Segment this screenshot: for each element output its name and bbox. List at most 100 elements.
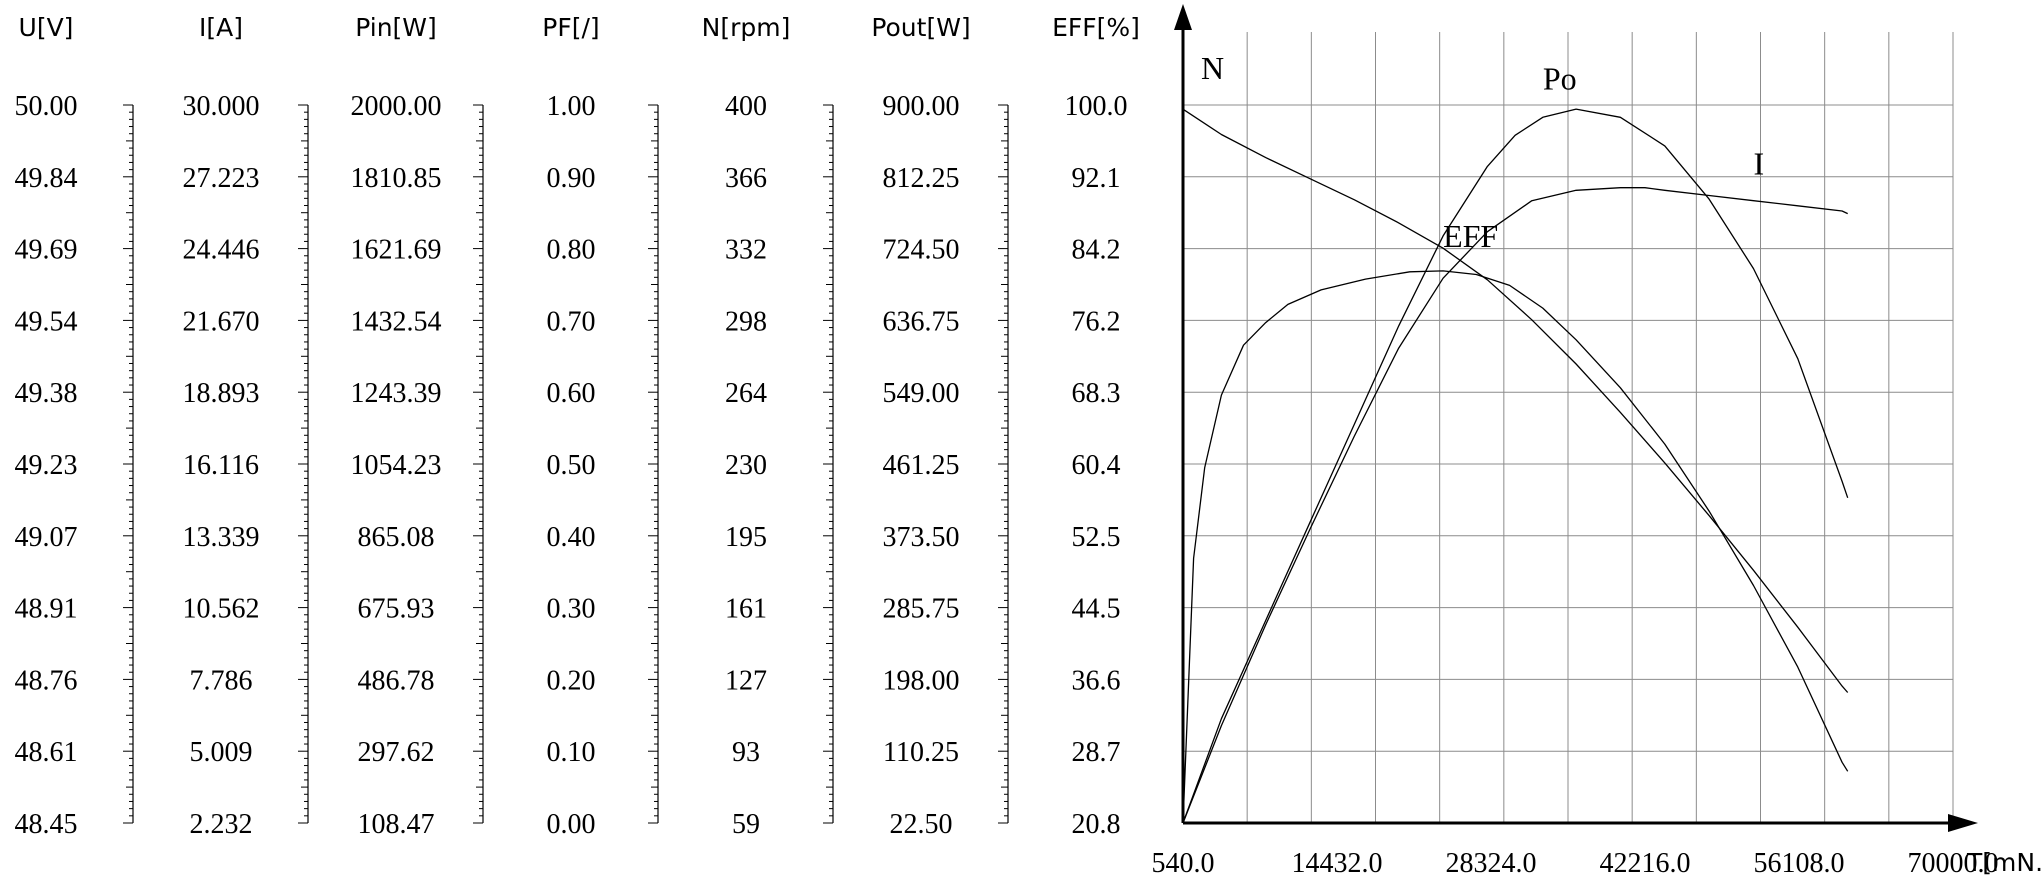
scale-header-u-v: U[V] — [19, 13, 74, 42]
scale-tick-label-u-v: 49.69 — [15, 235, 78, 266]
scale-tick-label-i-a: 13.339 — [183, 522, 260, 553]
scale-tick-label-i-a: 16.116 — [183, 450, 259, 481]
scale-tick-label-n-rpm: 59 — [732, 809, 760, 840]
x-axis-label: T[mN.m] — [1966, 848, 2044, 877]
scale-header-i-a: I[A] — [199, 13, 243, 42]
scale-tick-label-pin-w: 1054.23 — [351, 450, 442, 481]
y-axis-arrow — [1174, 4, 1192, 30]
scale-tick-label-i-a: 30.000 — [183, 91, 260, 122]
series-label-i: I — [1753, 146, 1764, 182]
scale-tick-label-pf: 0.70 — [547, 306, 596, 337]
scale-tick-label-pout-w: 812.25 — [883, 163, 960, 194]
x-tick-label: 28324.0 — [1446, 848, 1537, 877]
scale-tick-label-n-rpm: 195 — [725, 522, 767, 553]
scale-tick-label-eff: 36.6 — [1072, 665, 1121, 696]
scale-tick-label-i-a: 2.232 — [190, 809, 253, 840]
series-label-eff: EFF — [1443, 218, 1498, 254]
scale-tick-label-pf: 0.10 — [547, 737, 596, 768]
series-line-eff — [1182, 270, 1849, 824]
scale-header-eff: EFF[%] — [1052, 13, 1140, 42]
scale-tick-label-n-rpm: 264 — [725, 378, 767, 409]
scale-tick-label-u-v: 48.45 — [15, 809, 78, 840]
scale-tick-label-pf: 0.20 — [547, 665, 596, 696]
series-label-po: Po — [1543, 60, 1577, 96]
scale-tick-label-eff: 84.2 — [1072, 235, 1121, 266]
scale-tick-label-i-a: 18.893 — [183, 378, 260, 409]
scale-tick-label-eff: 60.4 — [1072, 450, 1121, 481]
scale-tick-label-u-v: 49.07 — [15, 522, 78, 553]
scale-tick-label-pin-w: 1621.69 — [351, 235, 442, 266]
left-value-scales: U[V] 50.00 49.84 49.69 49.54 49.38 49.23 49.07 4… — [15, 13, 1140, 840]
scale-tick-label-pf: 0.40 — [547, 522, 596, 553]
scale-tick-label-pf: 0.00 — [547, 809, 596, 840]
series-label-n: N — [1201, 50, 1224, 86]
scale-tick-label-i-a: 24.446 — [183, 235, 260, 266]
scale-header-pin-w: Pin[W] — [355, 13, 437, 42]
scale-tick-label-n-rpm: 127 — [725, 665, 767, 696]
scale-tick-label-u-v: 49.23 — [15, 450, 78, 481]
scale-tick-label-eff: 92.1 — [1072, 163, 1121, 194]
scale-tick-label-pf: 0.50 — [547, 450, 596, 481]
scale-tick-label-pout-w: 22.50 — [890, 809, 953, 840]
scale-tick-label-u-v: 48.91 — [15, 594, 78, 625]
scale-tick-label-eff: 76.2 — [1072, 306, 1121, 337]
scale-tick-label-pin-w: 486.78 — [358, 665, 435, 696]
scale-tick-label-i-a: 21.670 — [183, 306, 260, 337]
scale-tick-label-i-a: 10.562 — [183, 594, 260, 625]
scale-tick-label-pin-w: 108.47 — [358, 809, 435, 840]
scale-tick-label-i-a: 5.009 — [190, 737, 253, 768]
x-tick-label: 540.0 — [1152, 848, 1215, 877]
scale-tick-label-pin-w: 1432.54 — [351, 306, 442, 337]
scale-tick-label-n-rpm: 161 — [725, 594, 767, 625]
scale-tick-label-i-a: 7.786 — [190, 665, 253, 696]
plot-grid — [1183, 32, 1954, 823]
scale-tick-label-pin-w: 2000.00 — [351, 91, 442, 122]
scale-tick-label-pf: 1.00 — [547, 91, 596, 122]
scale-tick-label-eff: 44.5 — [1072, 594, 1121, 625]
scale-tick-label-n-rpm: 298 — [725, 306, 767, 337]
scale-tick-label-pout-w: 110.25 — [883, 737, 959, 768]
scale-tick-label-pout-w: 461.25 — [883, 450, 960, 481]
scale-tick-label-n-rpm: 230 — [725, 450, 767, 481]
scale-tick-label-pin-w: 297.62 — [358, 737, 435, 768]
scale-tick-label-u-v: 49.38 — [15, 378, 78, 409]
scale-tick-label-eff: 28.7 — [1072, 737, 1121, 768]
scale-tick-label-pin-w: 675.93 — [358, 594, 435, 625]
scale-tick-label-pout-w: 724.50 — [883, 235, 960, 266]
scale-tick-label-eff: 68.3 — [1072, 378, 1121, 409]
scale-header-n-rpm: N[rpm] — [702, 13, 791, 42]
scale-tick-label-u-v: 49.54 — [15, 306, 78, 337]
scale-tick-label-n-rpm: 400 — [725, 91, 767, 122]
series-line-po — [1182, 108, 1849, 824]
scale-tick-label-pout-w: 373.50 — [883, 522, 960, 553]
scale-tick-label-pout-w: 636.75 — [883, 306, 960, 337]
scale-header-pout-w: Pout[W] — [871, 13, 970, 42]
scale-tick-label-n-rpm: 93 — [732, 737, 760, 768]
scale-tick-label-eff: 52.5 — [1072, 522, 1121, 553]
scale-tick-label-u-v: 50.00 — [15, 91, 78, 122]
scale-tick-label-pin-w: 1243.39 — [351, 378, 442, 409]
scale-tick-label-pf: 0.60 — [547, 378, 596, 409]
scale-tick-label-u-v: 48.61 — [15, 737, 78, 768]
scale-tick-label-pout-w: 285.75 — [883, 594, 960, 625]
plot-axes: 540.0 14432.0 28324.0 42216.0 56108.0 70000.0 — [1152, 4, 1999, 877]
scale-tick-label-n-rpm: 332 — [725, 235, 767, 266]
scale-tick-label-pout-w: 549.00 — [883, 378, 960, 409]
scale-tick-label-eff: 20.8 — [1072, 809, 1121, 840]
scale-tick-label-i-a: 27.223 — [183, 163, 260, 194]
scale-tick-label-pin-w: 865.08 — [358, 522, 435, 553]
x-tick-label: 42216.0 — [1600, 848, 1691, 877]
x-tick-label: 14432.0 — [1292, 848, 1383, 877]
x-tick-label: 70000.0 — [1908, 848, 1999, 877]
scale-header-pf: PF[/] — [542, 13, 599, 42]
scale-tick-label-pout-w: 198.00 — [883, 665, 960, 696]
scale-tick-label-pf: 0.80 — [547, 235, 596, 266]
scale-tick-label-u-v: 48.76 — [15, 665, 78, 696]
scale-tick-label-pf: 0.90 — [547, 163, 596, 194]
scale-tick-label-pin-w: 1810.85 — [351, 163, 442, 194]
series-line-i — [1182, 187, 1848, 824]
scale-tick-label-pf: 0.30 — [547, 594, 596, 625]
series-line-n — [1182, 108, 1849, 693]
x-tick-label: 56108.0 — [1754, 848, 1845, 877]
